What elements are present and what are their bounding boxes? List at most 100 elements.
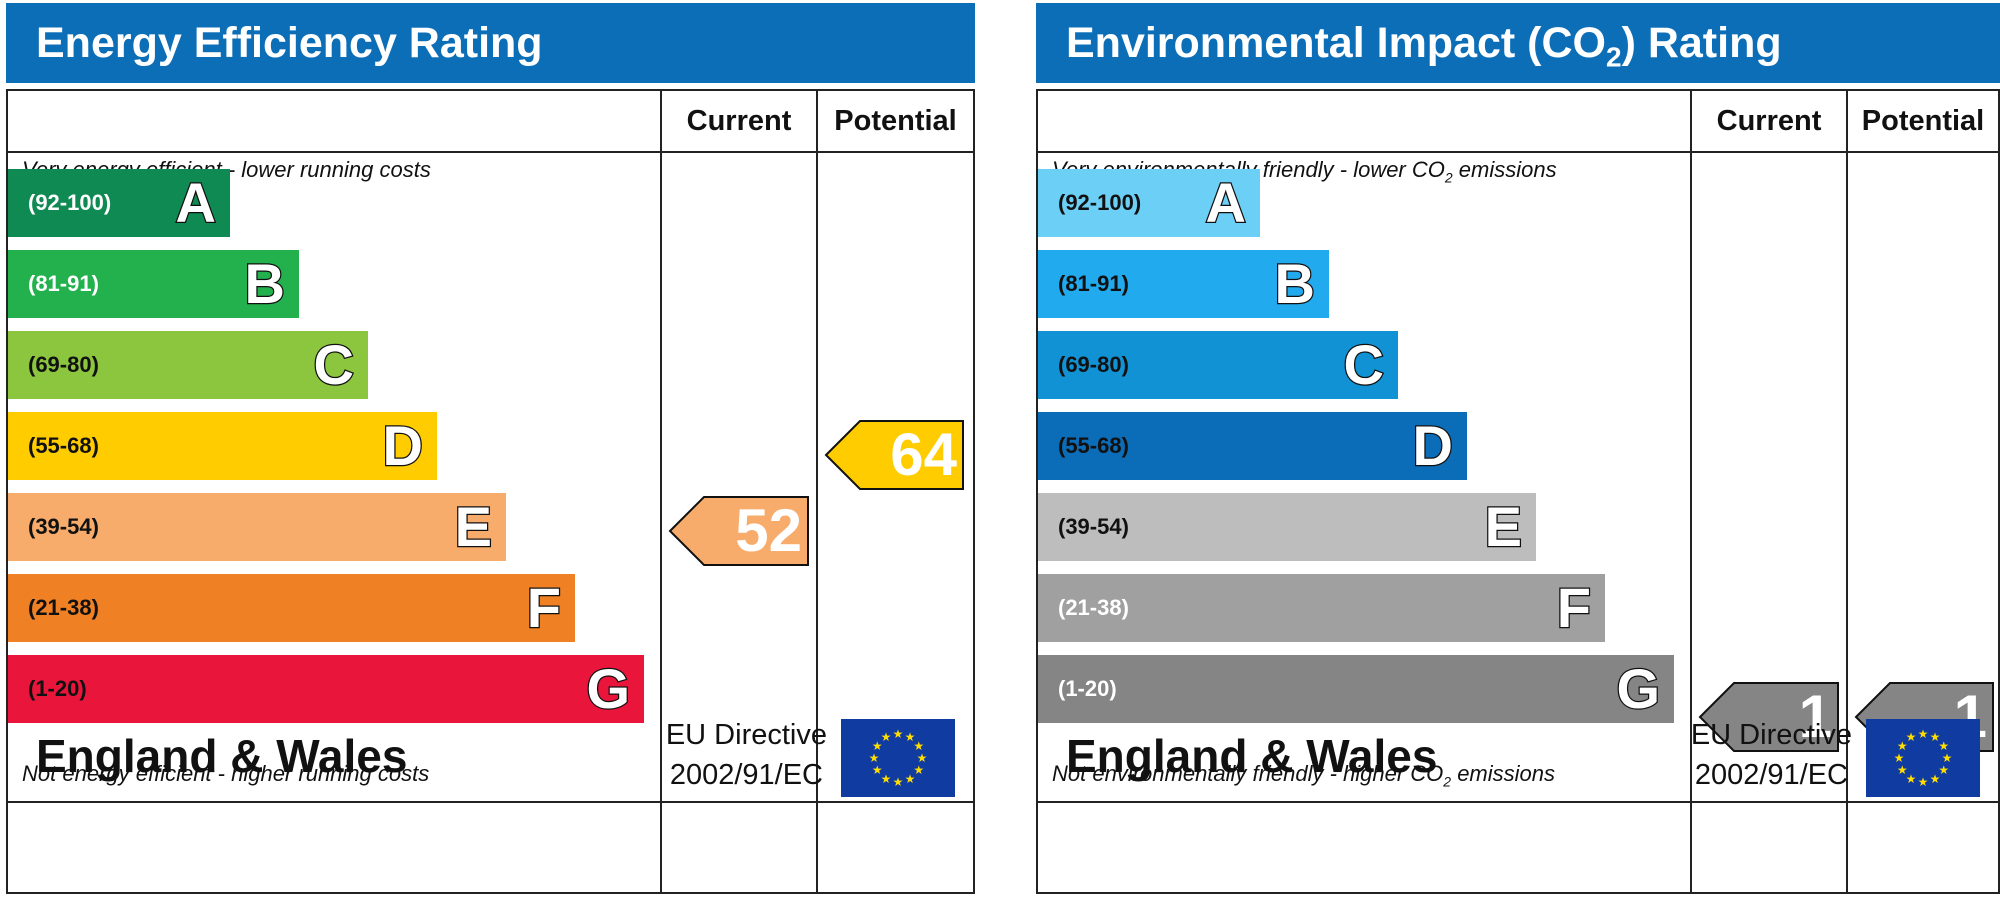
star-icon: ★ (869, 751, 880, 765)
star-icon: ★ (1930, 730, 1941, 744)
eu-directive: EU Directive 2002/91/EC (666, 715, 827, 795)
band-range-label: (1-20) (28, 676, 87, 701)
band-letter: D (381, 413, 424, 479)
band-range-label: (21-38) (28, 595, 99, 620)
arrow-polygon (824, 420, 964, 490)
eu-flag-icon: ★ ★ ★ ★ ★ ★ ★ ★ ★ ★ ★ ★ (1866, 719, 1980, 797)
rating-table: Current Potential Very environmentally f… (1036, 89, 2000, 894)
panel-title: Environmental Impact (CO2) Rating (1036, 3, 2000, 83)
bottom-note-subscript: 2 (1443, 773, 1452, 790)
band-letter: F (526, 575, 563, 641)
star-icon: ★ (893, 727, 904, 741)
rating-value: 1 (1798, 683, 1832, 750)
band-range-label: (69-80) (28, 352, 99, 377)
rating-value: 52 (735, 497, 802, 564)
band-range-label: (81-91) (28, 271, 99, 296)
star-icon: ★ (1906, 730, 1917, 744)
star-icon: ★ (1918, 727, 1929, 741)
bottom-note-part-2: emissions (1451, 761, 1555, 786)
band-c: (69-80) C (8, 331, 368, 399)
band-g: (1-20) G (8, 655, 644, 723)
title-part-2: ) Rating (1621, 19, 1782, 67)
band-letter: C (312, 332, 355, 398)
star-icon: ★ (1942, 751, 1953, 765)
directive-line-2: 2002/91/EC (1694, 759, 1848, 791)
title-subscript: 2 (1605, 41, 1622, 73)
band-range-label: (69-80) (1058, 352, 1129, 377)
star-icon: ★ (1897, 739, 1908, 753)
environmental-impact-panel: Environmental Impact (CO2) Rating Curren… (1030, 0, 2000, 897)
star-icon: ★ (1938, 763, 1949, 777)
band-f: (21-38) F (8, 574, 575, 642)
potential-rating-arrow: 64 (824, 419, 965, 491)
potential-column-header: Potential (834, 105, 957, 137)
band-c: (69-80) C (1038, 331, 1398, 399)
star-icon: ★ (1938, 739, 1949, 753)
bottom-note: Not environmentally friendly - higher CO… (1052, 761, 1555, 789)
band-range-label: (81-91) (1058, 271, 1129, 296)
star-icon: ★ (893, 775, 904, 789)
band-letter: D (1411, 413, 1454, 479)
panel-title: Energy Efficiency Rating (6, 3, 975, 83)
star-icon: ★ (881, 772, 892, 786)
band-letter: G (1615, 656, 1661, 722)
rating-value: 64 (890, 421, 957, 488)
band-e: (39-54) E (8, 493, 506, 561)
band-range-label: (55-68) (28, 433, 99, 458)
band-a: (92-100) A (1038, 169, 1260, 237)
band-b: (81-91) B (1038, 250, 1329, 318)
energy-efficiency-panel: Energy Efficiency Rating Current Potenti… (0, 0, 975, 897)
star-icon: ★ (905, 772, 916, 786)
band-range-label: (92-100) (1058, 190, 1142, 215)
band-d: (55-68) D (1038, 412, 1467, 480)
band-letter: B (243, 251, 286, 317)
star-icon: ★ (872, 763, 883, 777)
band-g: (1-20) G (1038, 655, 1674, 723)
eu-flag-icon: ★ ★ ★ ★ ★ ★ ★ ★ ★ ★ ★ ★ (841, 719, 955, 797)
arrow-shape (668, 496, 809, 566)
country-label: England & Wales (36, 730, 408, 782)
band-range-label: (39-54) (28, 514, 99, 539)
band-e: (39-54) E (1038, 493, 1536, 561)
eu-stars: ★ ★★★★★★★★★★★ (869, 727, 928, 789)
star-icon: ★ (905, 730, 916, 744)
eu-stars: ★ ★★★★★★★★★★★ (1894, 727, 1953, 789)
band-range-label: (92-100) (28, 190, 112, 215)
band-letter: A (1204, 170, 1247, 236)
band-range-label: (1-20) (1058, 676, 1117, 701)
band-letter: F (1556, 575, 1593, 641)
current-column-header: Current (1716, 105, 1822, 137)
band-letter: A (174, 170, 217, 236)
star-icon: ★ (881, 730, 892, 744)
star-icon: ★ (917, 751, 928, 765)
country-label: England & Wales (1066, 730, 1438, 782)
band-range-label: (21-38) (1058, 595, 1129, 620)
band-letter: G (585, 656, 631, 722)
star-icon: ★ (1918, 775, 1929, 789)
top-note-subscript: 2 (1444, 169, 1453, 186)
arrow-shape (1698, 682, 1839, 752)
star-icon: ★ (1906, 772, 1917, 786)
arrow-shape (824, 420, 964, 490)
band-letter: E (1483, 494, 1523, 560)
star-icon: ★ (1894, 751, 1905, 765)
band-range-label: (55-68) (1058, 433, 1129, 458)
bottom-note: Not energy efficient - higher running co… (22, 761, 430, 786)
band-letter: C (1342, 332, 1385, 398)
star-icon: ★ (872, 739, 883, 753)
arrow-polygon (668, 496, 809, 566)
top-note-part-2: emissions (1452, 157, 1557, 182)
current-column-header: Current (686, 105, 792, 137)
title-part-1: Environmental Impact (CO (1066, 19, 1606, 67)
directive-line-1: EU Directive (1690, 719, 1852, 751)
band-f: (21-38) F (1038, 574, 1605, 642)
star-icon: ★ (1897, 763, 1908, 777)
band-a: (92-100) A (8, 169, 230, 237)
star-icon: ★ (1930, 772, 1941, 786)
band-d: (55-68) D (8, 412, 437, 480)
current-rating-arrow: 52 (668, 495, 810, 567)
star-icon: ★ (913, 739, 924, 753)
bottom-note-part-1: Not environmentally friendly - higher CO (1052, 761, 1444, 786)
rating-table: Current Potential Very energy efficient … (6, 89, 975, 894)
potential-column-header: Potential (1861, 105, 1985, 137)
